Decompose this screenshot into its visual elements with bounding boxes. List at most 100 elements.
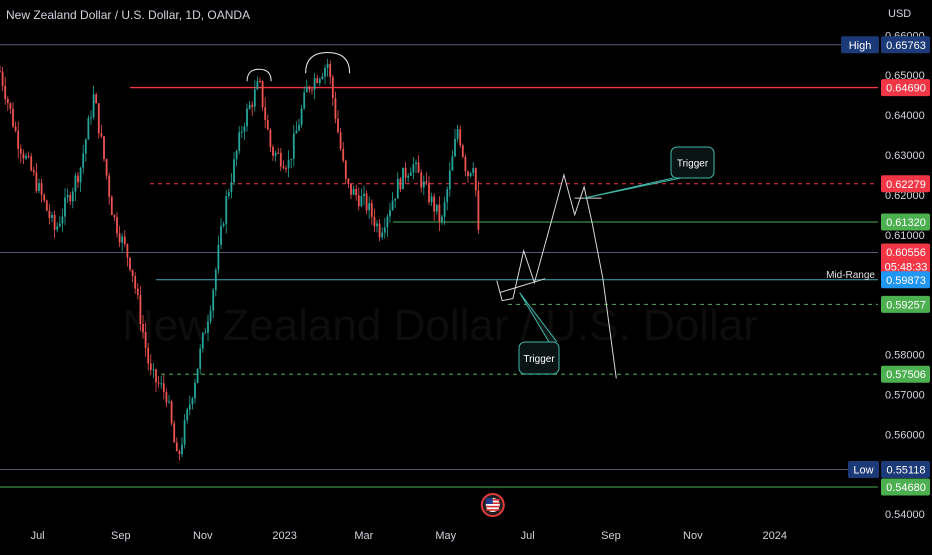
candle-body [428, 182, 430, 203]
candle-body [27, 155, 30, 157]
candle-body [430, 196, 433, 203]
watermark: New Zealand Dollar / U.S. Dollar [122, 301, 758, 350]
double-top-arc-0 [246, 68, 272, 82]
price-tag-3 [881, 213, 930, 231]
candle-body [118, 233, 121, 243]
x-tick-label: Sep [111, 530, 131, 542]
candle-body [461, 145, 464, 157]
candle-body [58, 223, 61, 227]
candle-body [142, 324, 144, 333]
candle-body [71, 191, 74, 202]
flag-canton [485, 498, 493, 504]
y-tick-label: 0.58000 [885, 350, 925, 362]
candle-body [469, 172, 472, 177]
candle-body [459, 129, 462, 146]
candle-body [155, 369, 157, 383]
candle-body [272, 147, 274, 156]
candle-body [170, 401, 173, 424]
flag-stripe [485, 509, 500, 511]
candle-body [74, 175, 77, 192]
candle-body [376, 223, 378, 227]
candle-body [77, 175, 79, 183]
candle-body [251, 104, 254, 107]
candle-body [116, 217, 118, 234]
candle-body [352, 188, 355, 195]
candle-body [383, 227, 386, 233]
y-tick-label: 0.64000 [885, 110, 925, 122]
candle-body [105, 159, 108, 176]
candle-body [181, 444, 183, 455]
candle-body [222, 223, 225, 227]
candle-body [394, 198, 397, 201]
candle-body [326, 63, 329, 68]
candle-body [311, 89, 313, 91]
candle-body [212, 290, 215, 311]
candle-body [261, 81, 264, 108]
candle-body [438, 204, 441, 222]
candle-body [144, 332, 147, 348]
candle-body [12, 108, 14, 127]
candle-body [448, 170, 451, 190]
y-tick-label: 0.62000 [885, 190, 925, 202]
candle-body [303, 92, 306, 109]
candle-body [186, 409, 189, 421]
candle-body [464, 156, 467, 172]
price-tag-value: 0.57506 [886, 369, 926, 381]
candle-body [446, 189, 449, 203]
price-tag-value: 0.62279 [886, 179, 926, 191]
trigger-callout-box [518, 341, 560, 375]
candle-body [417, 162, 420, 173]
candle-body [97, 103, 100, 134]
candle-body [149, 363, 152, 370]
candle-body [274, 152, 277, 156]
candle-body [378, 223, 381, 238]
candle-body [126, 244, 129, 258]
candle-body [295, 130, 298, 134]
price-tag-0 [881, 36, 930, 54]
candle-body [95, 94, 98, 104]
price-tag-2 [881, 175, 930, 193]
candle-body [240, 131, 243, 133]
candle-body [66, 194, 69, 198]
x-tick-label: 2024 [762, 530, 786, 542]
candle-body [287, 159, 290, 169]
price-tag-label: Low [853, 464, 873, 476]
candle-body [165, 392, 168, 403]
candle-body [220, 226, 222, 245]
price-tag-5 [881, 271, 930, 289]
candle-body [178, 451, 181, 455]
symbol-title[interactable]: New Zealand Dollar / U.S. Dollar, 1D, OA… [6, 8, 251, 22]
candle-body [1, 71, 4, 86]
candle-body [38, 183, 40, 191]
candle-body [256, 80, 259, 90]
candle-body [92, 94, 95, 118]
trigger-line [499, 278, 546, 294]
x-axis[interactable]: Jul Sep Nov 2023 Mar May Jul Sep Nov 2024 [31, 530, 787, 542]
candle-body [331, 77, 334, 98]
price-tag-4 [881, 243, 930, 276]
candle-body [305, 86, 308, 93]
candle-body [357, 195, 360, 207]
double-top-arc-1 [305, 51, 351, 74]
candle-body [100, 133, 103, 137]
candle-body [355, 188, 358, 196]
candle-body [300, 108, 303, 125]
candle-body [207, 321, 209, 333]
currency-label[interactable]: USD [888, 8, 912, 20]
candle-body [334, 97, 337, 119]
candle-body [422, 181, 425, 188]
flag-stripe [485, 505, 500, 508]
candle-body [209, 310, 212, 322]
level-lines: Mid-Range [0, 44, 878, 488]
watermark-text: New Zealand Dollar / U.S. Dollar [122, 301, 758, 350]
us-flag-icon[interactable] [480, 493, 505, 517]
x-tick-label: Nov [683, 530, 703, 542]
candle-body [474, 168, 477, 191]
candle-body [290, 158, 293, 160]
price-tag-7 [881, 365, 930, 383]
candle-body [389, 209, 391, 217]
candle-body [282, 166, 285, 169]
y-tick-label: 0.57000 [885, 389, 925, 401]
